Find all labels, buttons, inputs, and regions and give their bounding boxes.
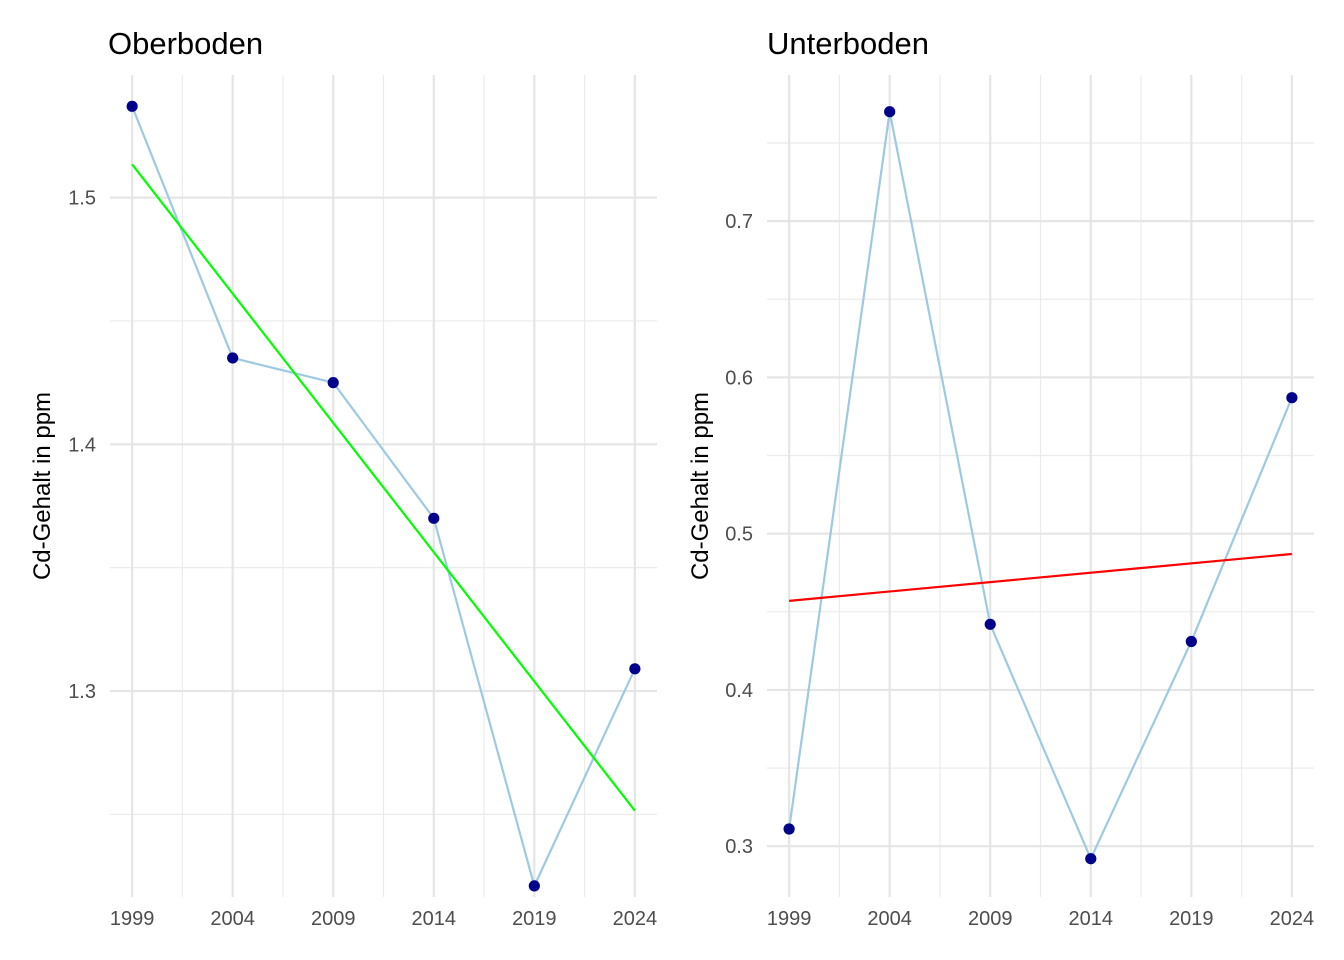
y-axis-title: Cd-Gehalt in ppm xyxy=(29,392,56,580)
y-tick-label: 1.3 xyxy=(68,681,96,703)
data-point xyxy=(327,377,339,389)
panel-1: 1999 2004 2009 2014 2019 2024 1.3 1.4 1.5 Oberbod… xyxy=(29,26,657,930)
x-tick-label: 1999 xyxy=(767,908,812,930)
panel-title: Oberboden xyxy=(108,26,263,61)
x-tick-label: 2019 xyxy=(1169,908,1214,930)
y-tick-label: 0.3 xyxy=(725,836,753,858)
data-point xyxy=(1085,853,1097,865)
data-point xyxy=(428,512,440,524)
data-point xyxy=(984,618,996,630)
data-point xyxy=(1286,392,1298,404)
panel-title: Unterboden xyxy=(767,26,929,61)
y-tick-label: 0.7 xyxy=(725,211,753,233)
y-axis-title: Cd-Gehalt in ppm xyxy=(687,392,714,580)
x-tick-label: 2014 xyxy=(412,908,457,930)
x-tick-label: 2004 xyxy=(210,908,255,930)
y-tick-label: 1.5 xyxy=(68,188,96,210)
data-point xyxy=(884,106,896,118)
x-tick-label: 2004 xyxy=(867,908,912,930)
data-point xyxy=(227,352,239,364)
x-tick-label: 2019 xyxy=(512,908,557,930)
data-point xyxy=(528,880,540,892)
trend-line xyxy=(131,163,636,812)
x-tick-label: 2014 xyxy=(1069,908,1114,930)
x-tick-label: 2009 xyxy=(968,908,1013,930)
x-tick-label: 2009 xyxy=(311,908,356,930)
data-point xyxy=(126,100,138,112)
y-tick-label: 0.5 xyxy=(725,524,753,546)
x-tick-label: 2024 xyxy=(1270,908,1315,930)
y-tick-label: 0.4 xyxy=(725,680,753,702)
y-tick-label: 0.6 xyxy=(725,367,753,389)
x-tick-label: 2024 xyxy=(613,908,658,930)
data-point xyxy=(629,663,641,675)
data-point xyxy=(1185,635,1197,648)
trend-line xyxy=(789,552,1292,602)
series-line xyxy=(131,105,636,890)
y-tick-label: 1.4 xyxy=(68,434,96,456)
series-line xyxy=(788,111,1293,862)
data-point xyxy=(783,823,795,835)
panel-2: 1999 2004 2009 2014 2019 2024 0.3 0.4 0.5 0.6 0.7 U… xyxy=(687,26,1314,930)
x-tick-label: 1999 xyxy=(110,908,155,930)
